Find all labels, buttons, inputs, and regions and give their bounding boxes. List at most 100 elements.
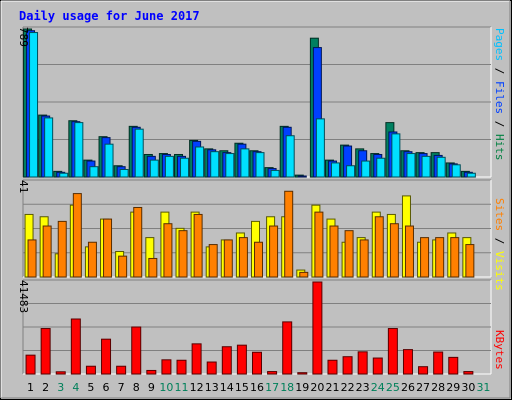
x-tick-day-14: 14	[220, 381, 234, 394]
x-tick-day-5: 5	[87, 381, 94, 394]
x-tick-day-29: 29	[446, 381, 460, 394]
bar-sites-day-28	[435, 237, 445, 278]
bar-files-day-19	[297, 175, 307, 178]
bar-sites-day-15	[238, 237, 248, 278]
label-visits: Visits	[493, 251, 506, 291]
bar-pages-day-10	[164, 155, 174, 178]
panel-sites-visits	[22, 179, 492, 278]
bar-kbytes-day-23	[357, 351, 368, 375]
bar-kbytes-day-8	[131, 326, 142, 375]
bar-kbytes-day-2	[40, 328, 51, 375]
x-tick-day-23: 23	[356, 381, 370, 394]
x-tick-day-8: 8	[133, 381, 140, 394]
panel-kbytes	[22, 279, 492, 375]
bar-kbytes-day-16	[252, 351, 262, 375]
x-tick-day-10: 10	[159, 381, 173, 394]
bar-pages-day-9	[149, 159, 159, 178]
label-files: Files	[493, 81, 506, 114]
bar-pages-day-23	[361, 160, 371, 178]
bar-kbytes-day-20	[312, 281, 323, 375]
x-tick-day-22: 22	[341, 381, 355, 394]
panel-2-right-label: KBytes	[493, 330, 506, 370]
bar-pages-day-12	[195, 146, 205, 178]
bar-kbytes-day-30	[463, 371, 474, 375]
bar-sites-day-16	[254, 241, 263, 278]
bar-pages-day-28	[436, 156, 446, 178]
x-tick-day-15: 15	[235, 381, 249, 394]
x-tick-day-2: 2	[42, 381, 49, 394]
bar-pages-day-8	[134, 128, 144, 178]
bar-pages-day-3	[59, 172, 69, 178]
x-tick-day-28: 28	[431, 381, 445, 394]
x-tick-labels: 1 2 3 4 5 6 7 8 9 10 11 12 13 14 15 16 17 18 19 20 21 22 23 24 2…	[27, 381, 490, 394]
label-sites: Sites	[493, 198, 506, 231]
label-pages: Pages	[493, 28, 506, 61]
bar-pages-day-5	[89, 166, 99, 178]
bar-kbytes-day-6	[101, 338, 112, 375]
bar-kbytes-day-25	[387, 328, 398, 375]
bar-pages-day-15	[240, 148, 250, 178]
x-tick-day-12: 12	[190, 381, 204, 394]
bar-pages-day-7	[119, 168, 129, 178]
x-tick-day-19: 19	[295, 381, 309, 394]
bar-kbytes-day-28	[433, 351, 444, 375]
bar-sites-day-4	[72, 193, 82, 278]
bar-sites-day-22	[344, 230, 354, 278]
bar-sites-day-30	[465, 244, 475, 278]
panel-2-max-label: 41483	[17, 280, 30, 313]
bar-kbytes-day-15	[236, 344, 247, 375]
bar-sites-day-20	[314, 211, 324, 278]
bar-kbytes-day-26	[402, 349, 413, 375]
label-sep-2: /	[493, 114, 506, 134]
bar-pages-day-4	[74, 122, 84, 178]
bar-kbytes-day-17	[267, 371, 278, 375]
x-tick-day-31: 31	[476, 381, 490, 394]
panel-0-right-label: Pages / Files / Hits	[493, 28, 506, 161]
x-tick-day-13: 13	[205, 381, 219, 394]
bar-pages-day-1	[29, 32, 39, 178]
bar-sites-day-19	[299, 271, 309, 278]
bar-kbytes-day-9	[146, 369, 157, 375]
bar-sites-day-8	[133, 206, 143, 278]
bar-pages-day-27	[421, 155, 431, 178]
bar-pages-day-20	[315, 118, 325, 178]
bar-kbytes-day-18	[282, 321, 293, 375]
bar-pages-day-26	[406, 153, 416, 178]
label-sep-3: /	[493, 231, 506, 251]
bar-kbytes-day-13	[206, 361, 217, 375]
x-tick-day-30: 30	[461, 381, 475, 394]
bar-kbytes-day-5	[85, 365, 96, 375]
x-tick-day-17: 17	[265, 381, 279, 394]
x-tick-day-21: 21	[325, 381, 339, 394]
bar-pages-day-18	[285, 135, 295, 178]
x-tick-day-9: 9	[148, 381, 155, 394]
bar-sites-day-1	[27, 239, 37, 278]
bar-sites-day-18	[284, 190, 294, 278]
panel-0-max-label: 789	[17, 27, 30, 47]
x-tick-day-25: 25	[386, 381, 400, 394]
bar-kbytes-day-7	[116, 365, 127, 375]
x-tick-day-1: 1	[27, 381, 34, 394]
bar-pages-day-2	[44, 117, 54, 178]
bar-sites-day-3	[57, 220, 67, 278]
x-tick-day-11: 11	[175, 381, 189, 394]
bar-sites-day-2	[42, 225, 52, 278]
label-sep-1: /	[493, 61, 506, 81]
bar-sites-day-14	[223, 239, 233, 278]
bar-sites-day-5	[87, 241, 97, 278]
label-hits: Hits	[493, 134, 506, 161]
x-tick-day-24: 24	[371, 381, 385, 394]
x-tick-day-4: 4	[72, 381, 79, 394]
bar-kbytes-day-24	[372, 357, 383, 375]
x-tick-day-26: 26	[401, 381, 415, 394]
label-kbytes: KBytes	[493, 330, 506, 370]
bar-pages-day-29	[451, 164, 461, 178]
bar-kbytes-day-19	[297, 372, 308, 375]
bar-sites-day-24	[374, 216, 384, 278]
panel-pages-files-hits	[22, 26, 492, 178]
bar-pages-day-6	[104, 143, 114, 178]
bar-pages-day-21	[330, 162, 340, 178]
bar-kbytes-day-11	[176, 359, 187, 375]
bar-sites-day-23	[359, 239, 369, 278]
